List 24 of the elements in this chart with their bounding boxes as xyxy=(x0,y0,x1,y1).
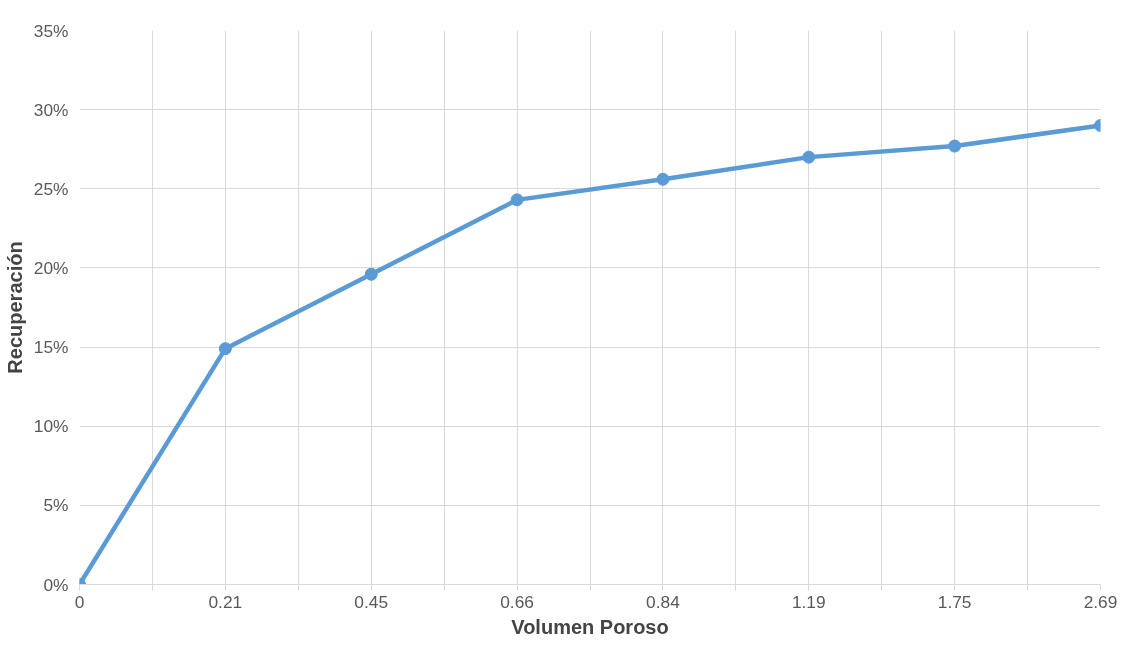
point xyxy=(510,193,524,207)
y-tick-label: 0% xyxy=(43,574,69,595)
y-tick-label: 25% xyxy=(33,178,69,199)
point xyxy=(948,139,962,153)
x-axis-title: Volumen Poroso xyxy=(511,615,669,638)
point xyxy=(656,172,670,186)
x-tick-label: 0.84 xyxy=(646,591,681,612)
x-tick-label: 2.69 xyxy=(1083,591,1118,612)
y-tick-label: 30% xyxy=(33,99,69,120)
y-tick-label: 35% xyxy=(33,20,69,41)
x-tick-label: 0 xyxy=(74,591,85,612)
y-tick-label: 10% xyxy=(33,416,69,437)
point xyxy=(218,342,232,356)
x-tick-label: 1.19 xyxy=(791,591,826,612)
x-tick-label: 0.21 xyxy=(208,591,243,612)
y-tick-label: 5% xyxy=(43,495,69,516)
point xyxy=(802,150,816,164)
y-tick-label: 15% xyxy=(33,337,69,358)
y-axis-title: Recuperación xyxy=(3,241,26,374)
x-tick-label: 0.66 xyxy=(500,591,534,612)
y-tick-label: 20% xyxy=(33,257,69,278)
x-tick-label: 1.75 xyxy=(937,591,972,612)
x-tick-label: 0.45 xyxy=(354,591,389,612)
point xyxy=(364,267,378,281)
